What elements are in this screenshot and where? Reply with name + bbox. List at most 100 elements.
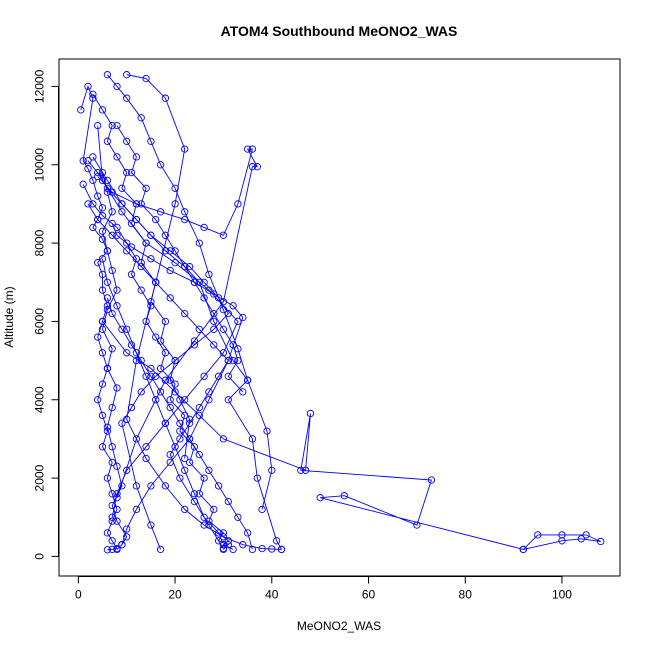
data-point [161, 317, 170, 326]
data-point [103, 247, 112, 255]
series-line [97, 125, 239, 518]
data-series [89, 153, 232, 554]
data-point [195, 490, 203, 498]
data-series [123, 71, 286, 554]
data-series [94, 145, 261, 502]
data-point [181, 262, 189, 271]
data-point [239, 541, 247, 549]
data-point [123, 137, 131, 145]
data-point [94, 396, 102, 404]
data-point [137, 262, 145, 271]
data-point [258, 505, 266, 514]
data-point [229, 341, 237, 349]
data-point [113, 462, 121, 470]
data-point [181, 505, 189, 514]
data-point [156, 161, 165, 169]
data-point [176, 419, 184, 427]
data-point [185, 458, 194, 467]
data-point [98, 204, 107, 212]
data-point [84, 82, 92, 91]
data-point [103, 137, 112, 145]
series-line [80, 85, 118, 551]
y-tick-label: 0 [33, 553, 47, 560]
data-point [113, 302, 121, 310]
x-tick-label: 100 [552, 588, 572, 602]
data-point [84, 200, 92, 208]
data-point [200, 372, 208, 380]
data-point [166, 247, 174, 255]
data-point [103, 364, 112, 373]
data-point [147, 364, 155, 373]
data-point [268, 545, 276, 553]
x-tick-label: 40 [265, 588, 279, 602]
data-point [89, 90, 97, 98]
data-point [200, 223, 208, 232]
data-point [108, 345, 116, 353]
data-point [137, 286, 145, 294]
data-point [137, 200, 145, 208]
data-point [214, 537, 223, 545]
data-point [185, 435, 194, 443]
data-point [253, 163, 261, 171]
data-point [152, 215, 160, 224]
data-point [306, 409, 315, 418]
data-point [108, 403, 116, 412]
data-point [127, 270, 136, 279]
data-point [137, 388, 145, 396]
data-point [214, 529, 223, 537]
data-point [103, 529, 112, 537]
data-point [94, 333, 102, 341]
data-point [113, 384, 121, 392]
data-point [103, 71, 112, 79]
chart-title: ATOM4 Southbound MeONO2_WAS [221, 23, 458, 39]
data-point [123, 239, 131, 247]
y-tick-label: 10000 [33, 148, 47, 182]
data-point [103, 176, 112, 185]
data-point [98, 212, 107, 220]
data-point [161, 247, 170, 255]
data-point [152, 278, 160, 286]
data-point [171, 247, 179, 255]
data-point [205, 388, 213, 396]
data-point [123, 71, 131, 79]
data-point [132, 505, 141, 514]
data-point [248, 145, 257, 153]
data-point [558, 537, 566, 545]
data-point [219, 529, 228, 537]
series-line [102, 321, 601, 550]
data-point [166, 450, 174, 459]
data-point [263, 427, 271, 435]
data-point [297, 466, 305, 474]
data-point [152, 372, 160, 380]
data-point [127, 219, 136, 228]
data-point [582, 531, 590, 539]
data-point [219, 533, 228, 541]
x-tick-label: 20 [168, 588, 182, 602]
data-point [98, 349, 107, 357]
data-point [239, 313, 247, 322]
x-tick-label: 80 [459, 588, 473, 602]
data-point [200, 521, 208, 529]
series-line [106, 297, 253, 550]
data-point [123, 525, 131, 533]
data-point [171, 356, 179, 365]
data-point [272, 537, 281, 545]
data-point [132, 435, 141, 443]
y-tick-label: 6000 [33, 308, 47, 335]
data-point [219, 325, 228, 333]
data-point [113, 82, 121, 91]
data-point [161, 419, 170, 427]
data-point [181, 208, 189, 216]
data-point [156, 364, 165, 373]
data-point [123, 94, 131, 102]
series-line [107, 74, 273, 510]
data-point [427, 476, 436, 484]
data-point [195, 325, 203, 333]
data-point [147, 137, 155, 145]
data-point [152, 333, 160, 341]
data-point [210, 317, 218, 326]
data-point [166, 294, 174, 302]
series-layer [77, 71, 605, 554]
data-point [98, 443, 107, 451]
data-point [195, 239, 203, 247]
